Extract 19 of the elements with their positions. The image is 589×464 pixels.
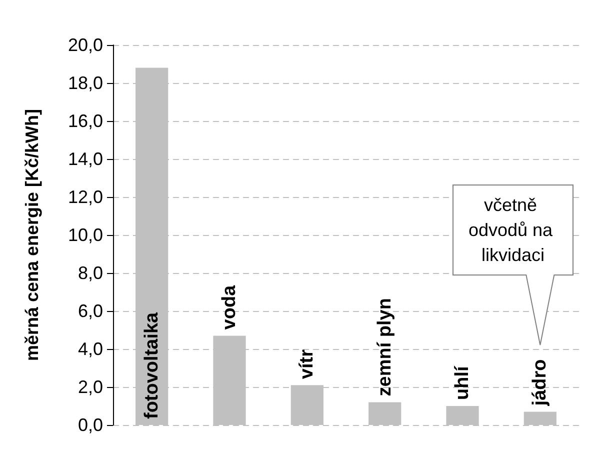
y-tick-label: 2,0 — [78, 377, 103, 397]
y-tick-label: 16,0 — [68, 111, 103, 131]
y-tick-label: 6,0 — [78, 301, 103, 321]
y-axis-title: měrná cena energie [Kč/kWh] — [22, 108, 42, 362]
x-tick-label: fotovoltaika — [141, 312, 162, 419]
x-tick-label: vítr — [296, 348, 318, 380]
x-tick-label: voda — [219, 284, 240, 330]
x-tick-label: zemní plyn — [374, 298, 396, 396]
y-tick-label: 0,0 — [78, 415, 103, 435]
y-tick-label: 12,0 — [68, 187, 103, 207]
y-tick-label: 14,0 — [68, 149, 103, 169]
annotation: včetně odvodů na likvidaci — [468, 195, 558, 265]
y-tick-label: 10,0 — [68, 225, 103, 245]
x-tick-label: uhlí — [452, 366, 473, 400]
y-tick-label: 8,0 — [78, 263, 103, 283]
y-tick-label: 4,0 — [78, 339, 103, 359]
x-tick-label: jádro — [530, 359, 551, 407]
y-tick-label: 20,0 — [68, 35, 103, 55]
y-tick-label: 18,0 — [68, 73, 103, 93]
